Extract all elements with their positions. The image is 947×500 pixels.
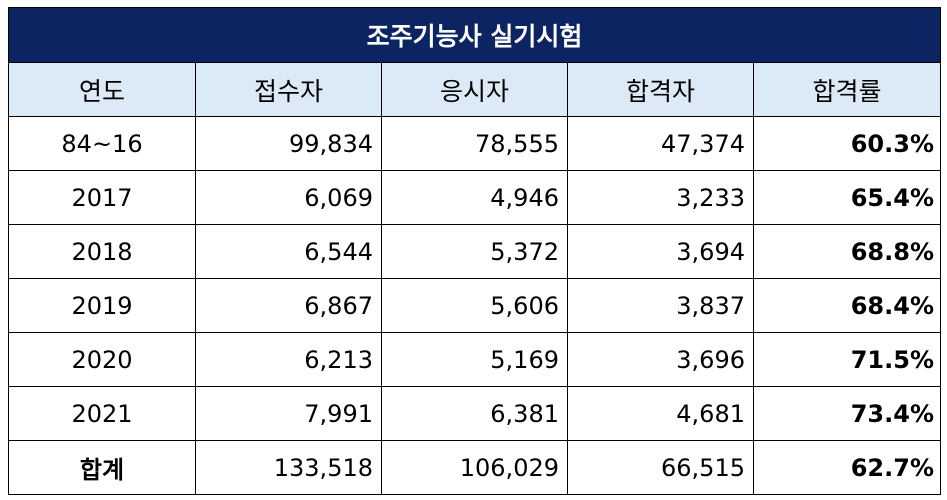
results-table-container: 조주기능사 실기시험 연도 접수자 응시자 합격자 합격률 84~16 99,8… xyxy=(8,7,941,495)
table-row: 2019 6,867 5,606 3,837 68.4% xyxy=(8,278,941,333)
examinees-cell: 5,169 xyxy=(381,332,568,387)
examinees-cell: 78,555 xyxy=(381,116,568,171)
pass-rate-cell: 73.4% xyxy=(753,386,941,441)
table-row: 2020 6,213 5,169 3,696 71.5% xyxy=(8,332,941,387)
applicants-cell: 6,069 xyxy=(195,170,382,225)
passers-cell: 3,837 xyxy=(567,278,754,333)
header-row: 연도 접수자 응시자 합격자 합격률 xyxy=(8,62,941,117)
table-title: 조주기능사 실기시험 xyxy=(8,7,941,63)
table-row: 84~16 99,834 78,555 47,374 60.3% xyxy=(8,116,941,171)
year-cell: 2018 xyxy=(8,224,196,279)
examinees-cell: 4,946 xyxy=(381,170,568,225)
table-row: 2017 6,069 4,946 3,233 65.4% xyxy=(8,170,941,225)
year-cell: 2019 xyxy=(8,278,196,333)
total-pass-rate-cell: 62.7% xyxy=(753,440,941,495)
column-header-passers: 합격자 xyxy=(567,62,754,117)
pass-rate-cell: 68.4% xyxy=(753,278,941,333)
examinees-cell: 5,372 xyxy=(381,224,568,279)
total-applicants-cell: 133,518 xyxy=(195,440,382,495)
year-cell: 2020 xyxy=(8,332,196,387)
column-header-pass-rate: 합격률 xyxy=(753,62,941,117)
total-passers-cell: 66,515 xyxy=(567,440,754,495)
pass-rate-cell: 65.4% xyxy=(753,170,941,225)
applicants-cell: 6,213 xyxy=(195,332,382,387)
applicants-cell: 99,834 xyxy=(195,116,382,171)
pass-rate-cell: 71.5% xyxy=(753,332,941,387)
pass-rate-cell: 68.8% xyxy=(753,224,941,279)
applicants-cell: 7,991 xyxy=(195,386,382,441)
total-row: 합계 133,518 106,029 66,515 62.7% xyxy=(8,440,941,495)
applicants-cell: 6,544 xyxy=(195,224,382,279)
examinees-cell: 5,606 xyxy=(381,278,568,333)
year-cell: 2017 xyxy=(8,170,196,225)
column-header-examinees: 응시자 xyxy=(381,62,568,117)
column-header-applicants: 접수자 xyxy=(195,62,382,117)
passers-cell: 3,696 xyxy=(567,332,754,387)
total-examinees-cell: 106,029 xyxy=(381,440,568,495)
table-row: 2021 7,991 6,381 4,681 73.4% xyxy=(8,386,941,441)
table-body: 84~16 99,834 78,555 47,374 60.3% 2017 6,… xyxy=(8,116,941,495)
total-label-cell: 합계 xyxy=(8,440,196,495)
examinees-cell: 6,381 xyxy=(381,386,568,441)
passers-cell: 4,681 xyxy=(567,386,754,441)
results-table: 조주기능사 실기시험 연도 접수자 응시자 합격자 합격률 84~16 99,8… xyxy=(8,7,941,495)
year-cell: 2021 xyxy=(8,386,196,441)
table-row: 2018 6,544 5,372 3,694 68.8% xyxy=(8,224,941,279)
year-cell: 84~16 xyxy=(8,116,196,171)
applicants-cell: 6,867 xyxy=(195,278,382,333)
passers-cell: 3,233 xyxy=(567,170,754,225)
pass-rate-cell: 60.3% xyxy=(753,116,941,171)
passers-cell: 3,694 xyxy=(567,224,754,279)
column-header-year: 연도 xyxy=(8,62,196,117)
passers-cell: 47,374 xyxy=(567,116,754,171)
